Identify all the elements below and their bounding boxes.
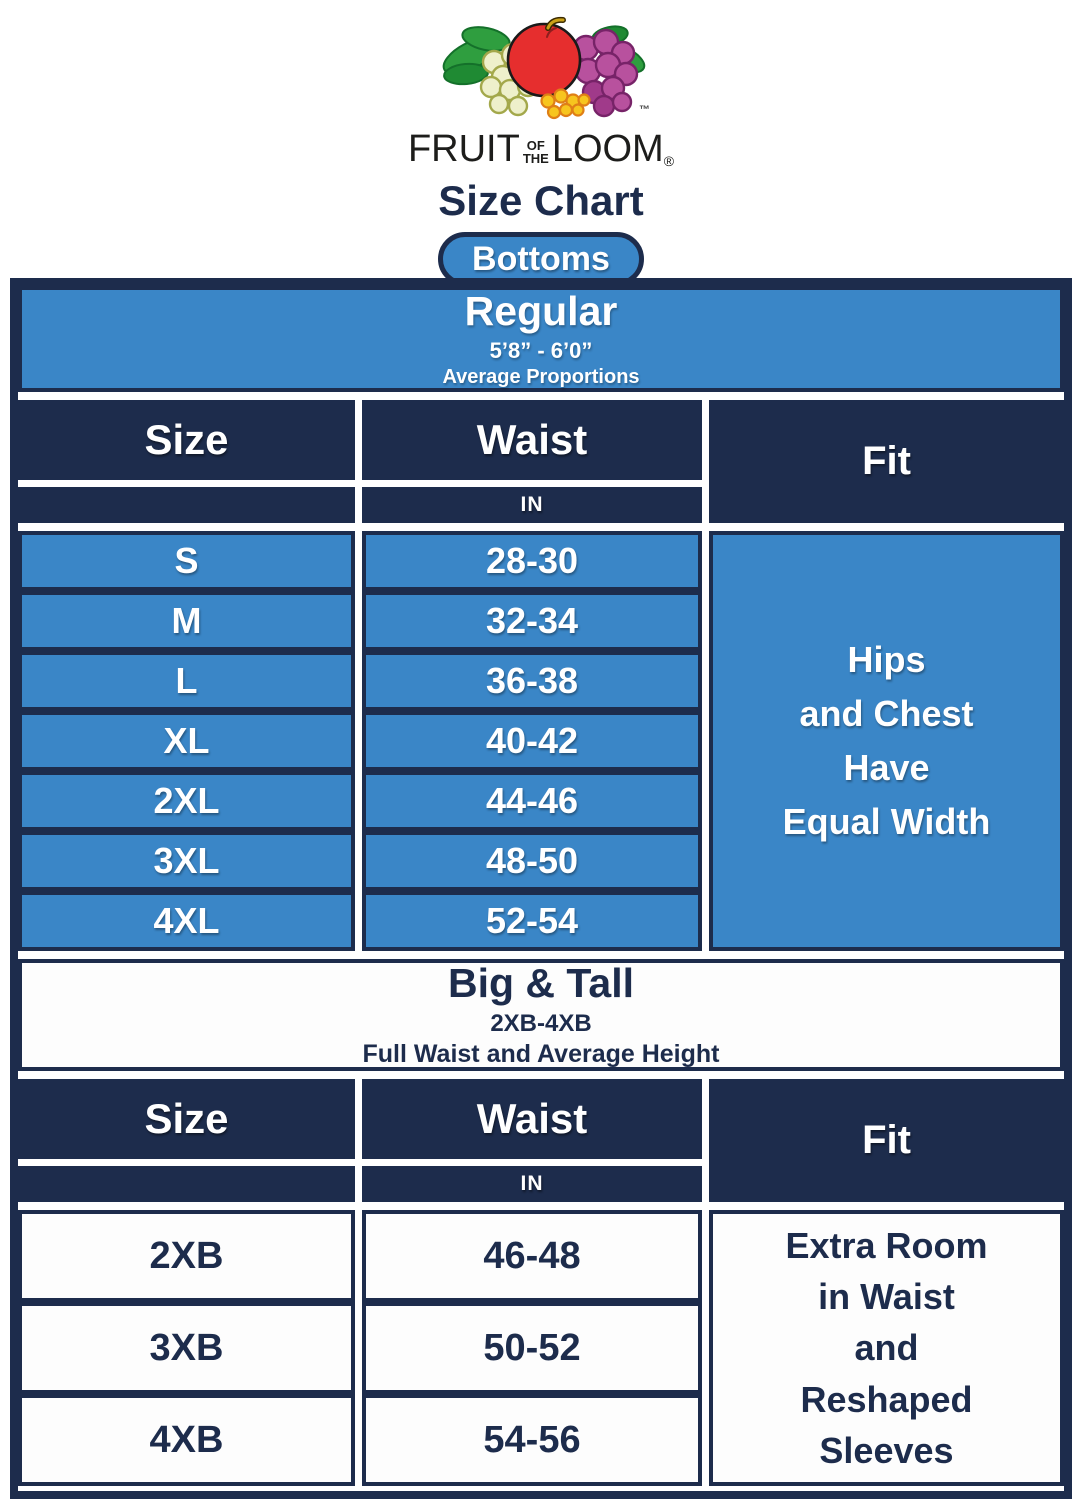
size-value: 2XL	[18, 771, 355, 831]
size-value: XL	[18, 711, 355, 771]
column-subheader-empty	[18, 487, 355, 523]
waist-value: 52-54	[362, 891, 702, 951]
size-chart-table: Regular 5’8” - 6’0” Average Proportions …	[10, 278, 1072, 1499]
waist-value: 44-46	[362, 771, 702, 831]
column-subheader-empty	[18, 1166, 355, 1202]
size-value: 4XB	[18, 1394, 355, 1486]
waist-value: 28-30	[362, 531, 702, 591]
size-value: L	[18, 651, 355, 711]
fit-line: Reshaped	[800, 1378, 973, 1420]
wordmark-the: THE	[522, 150, 549, 166]
column-header-waist: Waist	[362, 400, 702, 480]
regular-header-row: Size Waist Fit IN	[18, 400, 1064, 523]
trademark-symbol: ™	[639, 104, 650, 116]
waist-value: 40-42	[362, 711, 702, 771]
fit-line: Equal Width	[782, 801, 991, 842]
fit-line: and Chest	[799, 693, 974, 734]
brand-wordmark: FRUIT OF THE LOOM ®	[408, 128, 674, 171]
size-value: 2XB	[18, 1210, 355, 1302]
big-tall-rows: 2XB 46-48 3XB 50-52 4XB 54-56 Extra Room…	[18, 1210, 1064, 1486]
section-size-range: 2XB-4XB	[490, 1009, 592, 1037]
column-subheader-unit: IN	[362, 487, 702, 523]
column-header-size: Size	[18, 400, 355, 480]
big-tall-section-banner: Big & Tall 2XB-4XB Full Waist and Averag…	[18, 959, 1064, 1071]
fruit-cluster-icon	[442, 16, 646, 120]
regular-rows: S 28-30 M 32-34 L 36-38 XL 40-42 2XL 44-…	[18, 531, 1064, 951]
section-title: Regular	[464, 288, 618, 335]
fit-line: in Waist	[818, 1276, 955, 1318]
fit-line: Hips	[847, 639, 926, 680]
column-header-waist: Waist	[362, 1079, 702, 1159]
waist-value: 46-48	[362, 1210, 702, 1302]
fit-line: and	[854, 1327, 919, 1369]
column-header-size: Size	[18, 1079, 355, 1159]
column-subheader-unit: IN	[362, 1166, 702, 1202]
fit-line: Have	[843, 747, 930, 788]
section-description: Average Proportions	[442, 365, 640, 388]
size-value: S	[18, 531, 355, 591]
wordmark-of-the: OF THE	[523, 135, 549, 165]
wordmark-fruit: FRUIT	[407, 128, 520, 170]
waist-value: 32-34	[362, 591, 702, 651]
waist-value: 54-56	[362, 1394, 702, 1486]
brand-header: ™ FRUIT OF THE LOOM ® Size Chart Bottoms	[0, 0, 1082, 286]
section-description: Full Waist and Average Height	[362, 1039, 720, 1068]
column-header-fit: Fit	[709, 1079, 1064, 1202]
column-header-fit: Fit	[709, 400, 1064, 523]
size-value: 3XL	[18, 831, 355, 891]
section-title: Big & Tall	[447, 960, 635, 1007]
waist-value: 48-50	[362, 831, 702, 891]
waist-value: 50-52	[362, 1302, 702, 1394]
section-height-range: 5’8” - 6’0”	[489, 337, 593, 363]
size-value: M	[18, 591, 355, 651]
fruit-of-the-loom-logo: ™	[436, 6, 650, 126]
big-tall-header-row: Size Waist Fit IN	[18, 1079, 1064, 1202]
waist-value: 36-38	[362, 651, 702, 711]
size-value: 4XL	[18, 891, 355, 951]
size-value: 3XB	[18, 1302, 355, 1394]
regular-section-banner: Regular 5’8” - 6’0” Average Proportions	[18, 286, 1064, 392]
page-title: Size Chart	[438, 177, 644, 224]
big-tall-fit-note: Extra Room in Waist and Reshaped Sleeves	[709, 1210, 1064, 1486]
fit-line: Extra Room	[785, 1225, 988, 1267]
wordmark-of: OF	[526, 137, 545, 153]
regular-fit-note: Hips and Chest Have Equal Width	[709, 531, 1064, 951]
fit-line: Sleeves	[819, 1429, 954, 1471]
registered-symbol: ®	[663, 153, 675, 169]
wordmark-loom: LOOM	[551, 128, 664, 170]
